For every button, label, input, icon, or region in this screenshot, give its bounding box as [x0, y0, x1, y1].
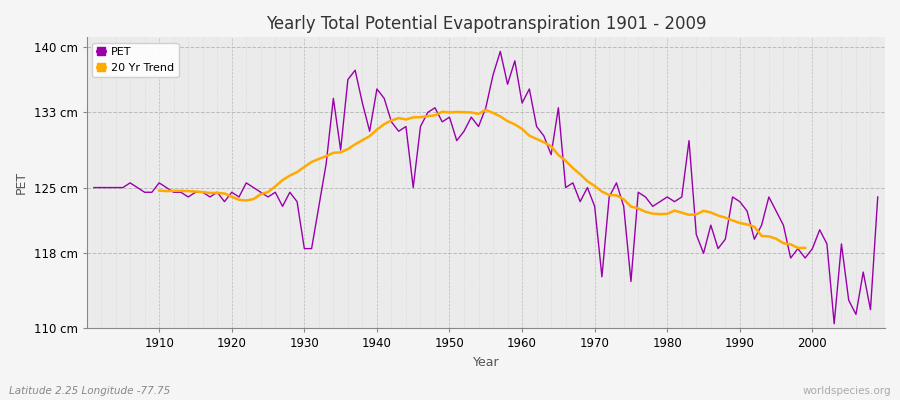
- Text: worldspecies.org: worldspecies.org: [803, 386, 891, 396]
- Text: Latitude 2.25 Longitude -77.75: Latitude 2.25 Longitude -77.75: [9, 386, 170, 396]
- Title: Yearly Total Potential Evapotranspiration 1901 - 2009: Yearly Total Potential Evapotranspiratio…: [266, 15, 706, 33]
- Y-axis label: PET: PET: [15, 171, 28, 194]
- X-axis label: Year: Year: [472, 356, 500, 369]
- Legend: PET, 20 Yr Trend: PET, 20 Yr Trend: [92, 43, 178, 77]
